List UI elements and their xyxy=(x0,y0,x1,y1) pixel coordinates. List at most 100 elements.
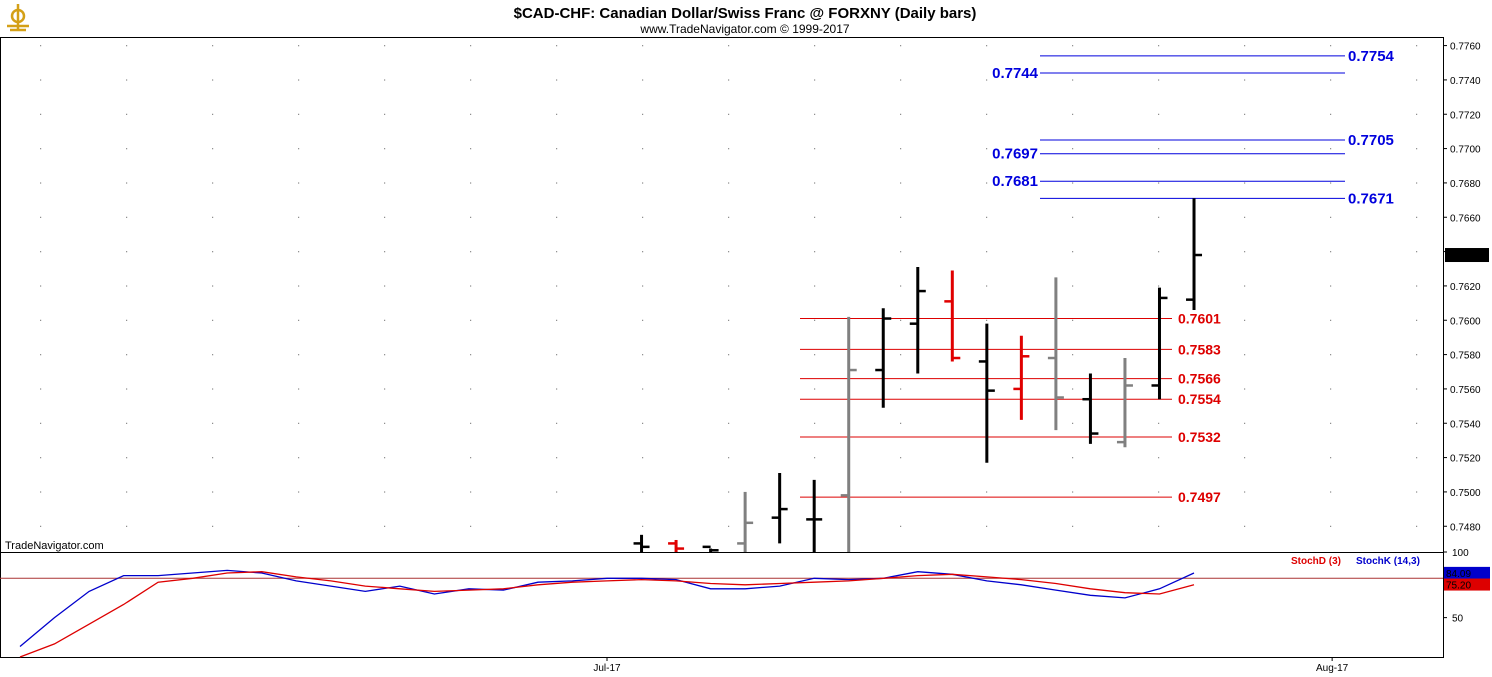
grid-dot xyxy=(126,319,128,321)
grid-dot xyxy=(470,251,472,253)
stoch-k-line xyxy=(19,569,1195,647)
grid-dot xyxy=(814,216,816,218)
grid-dot xyxy=(1244,113,1246,115)
grid-dot xyxy=(814,457,816,459)
watermark: TradeNavigator.com xyxy=(5,540,104,552)
grid-dot xyxy=(212,45,214,47)
stoch-y-tick-label: 100 xyxy=(1452,548,1469,559)
grid-dot xyxy=(556,148,558,150)
support-level-label: 0.7532 xyxy=(1178,429,1221,445)
grid-dot xyxy=(40,285,42,287)
grid-dot xyxy=(1072,45,1074,47)
grid-dot xyxy=(298,319,300,321)
grid-dot xyxy=(1416,457,1418,459)
grid-dot xyxy=(470,491,472,493)
grid-dot xyxy=(1072,148,1074,150)
grid-dot xyxy=(814,388,816,390)
grid-dot xyxy=(212,148,214,150)
grid-dot xyxy=(384,491,386,493)
grid-dot xyxy=(728,285,730,287)
grid-dot xyxy=(212,457,214,459)
grid-dot xyxy=(1330,525,1332,527)
grid-dot xyxy=(1158,79,1160,81)
grid-dot xyxy=(470,319,472,321)
stoch-d-value-tag xyxy=(1444,578,1490,591)
grid-dot xyxy=(1416,148,1418,150)
grid-dot xyxy=(1244,216,1246,218)
grid-dot xyxy=(900,148,902,150)
y-axis-tick-label: 0.7720 xyxy=(1450,110,1481,121)
grid-dot xyxy=(814,182,816,184)
grid-dot xyxy=(986,113,988,115)
last-price-label: 0.7638 xyxy=(1447,251,1478,262)
grid-dot xyxy=(40,45,42,47)
grid-dot xyxy=(1244,525,1246,527)
grid-dot xyxy=(470,285,472,287)
grid-dot xyxy=(1330,457,1332,459)
grid-dot xyxy=(1416,216,1418,218)
grid-dot xyxy=(900,45,902,47)
y-axis-tick-label: 0.7560 xyxy=(1450,385,1481,396)
grid-dot xyxy=(1330,251,1332,253)
chart-subtitle: www.TradeNavigator.com © 1999-2017 xyxy=(639,22,849,36)
target-level-label: 0.7681 xyxy=(992,173,1038,190)
grid-dot xyxy=(556,45,558,47)
grid-dot xyxy=(642,148,644,150)
grid-dot xyxy=(900,491,902,493)
grid-dot xyxy=(986,251,988,253)
grid-dot xyxy=(384,45,386,47)
y-axis-tick-label: 0.7660 xyxy=(1450,213,1481,224)
grid-dot xyxy=(298,285,300,287)
grid-dot xyxy=(900,457,902,459)
grid-dot xyxy=(1416,182,1418,184)
grid-dot xyxy=(126,491,128,493)
grid-dot xyxy=(1244,354,1246,356)
grid-dot xyxy=(900,354,902,356)
grid-dot xyxy=(556,182,558,184)
support-level-label: 0.7497 xyxy=(1178,489,1221,505)
grid-dot xyxy=(900,319,902,321)
grid-dot xyxy=(900,285,902,287)
grid-dot xyxy=(1072,319,1074,321)
grid-dot xyxy=(126,182,128,184)
grid-dot xyxy=(126,285,128,287)
grid-dot xyxy=(556,285,558,287)
y-axis-tick-label: 0.7760 xyxy=(1450,42,1481,53)
grid-dot xyxy=(298,79,300,81)
grid-dot xyxy=(1244,285,1246,287)
grid-dot xyxy=(40,422,42,424)
grid-dot xyxy=(126,251,128,253)
grid-dot xyxy=(298,148,300,150)
grid-dot xyxy=(212,113,214,115)
grid-dot xyxy=(728,182,730,184)
support-level-label: 0.7566 xyxy=(1178,371,1221,387)
last-price-tag xyxy=(1445,248,1489,263)
grid-dot xyxy=(126,422,128,424)
grid-dot xyxy=(556,388,558,390)
y-axis-tick-label: 0.7540 xyxy=(1450,419,1481,430)
grid-dot xyxy=(986,285,988,287)
grid-dot xyxy=(212,422,214,424)
y-axis-tick-label: 0.7500 xyxy=(1450,488,1481,499)
grid-dot xyxy=(384,422,386,424)
grid-dot xyxy=(126,354,128,356)
grid-dot xyxy=(384,113,386,115)
grid-dot xyxy=(900,388,902,390)
grid-dot xyxy=(556,79,558,81)
y-axis-tick-label: 0.7520 xyxy=(1450,454,1481,465)
grid-dot xyxy=(986,148,988,150)
grid-dot xyxy=(384,457,386,459)
grid-dot xyxy=(40,525,42,527)
grid-dot xyxy=(470,113,472,115)
grid-dot xyxy=(1244,182,1246,184)
grid-dot xyxy=(728,45,730,47)
grid-dot xyxy=(986,216,988,218)
grid-dot xyxy=(298,216,300,218)
grid-dot xyxy=(1244,388,1246,390)
grid-dot xyxy=(126,45,128,47)
grid-dot xyxy=(642,491,644,493)
grid-dot xyxy=(470,422,472,424)
grid-dot xyxy=(40,388,42,390)
grid-dot xyxy=(1158,182,1160,184)
x-axis-tick-label: Aug-17 xyxy=(1316,663,1349,674)
